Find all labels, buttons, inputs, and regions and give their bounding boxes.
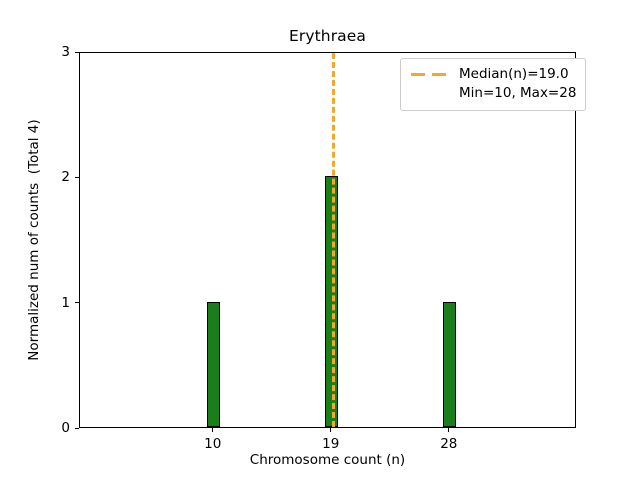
y-tick-mark: [75, 427, 79, 429]
y-tick-mark: [75, 302, 79, 304]
y-tick-mark: [75, 176, 79, 178]
chart-legend: Median(n)=19.0 Min=10, Max=28: [400, 58, 587, 111]
x-tick-mark: [448, 428, 450, 432]
legend-dashed-line-icon: [410, 65, 450, 84]
y-tick-label: 0: [61, 420, 70, 436]
x-axis-label: Chromosome count (n): [249, 452, 406, 468]
plot-surface: [80, 53, 575, 427]
y-tick-label: 3: [61, 44, 70, 60]
bar-10[interactable]: [207, 301, 221, 427]
chart-title: Erythraea: [288, 27, 367, 45]
y-axis-label: Normalized num of counts (Total 4): [26, 119, 42, 361]
legend-label-minmax: Min=10, Max=28: [459, 85, 577, 101]
y-tick-label: 1: [61, 294, 70, 311]
x-tick-mark: [330, 428, 332, 432]
legend-label-median: Median(n)=19.0: [459, 66, 569, 82]
y-tick-mark: [75, 51, 79, 53]
median-vline: [331, 53, 335, 427]
plot-axes: [79, 52, 576, 428]
bar-28[interactable]: [443, 301, 457, 427]
y-tick-label: 2: [61, 169, 70, 186]
x-tick-label: 19: [322, 436, 340, 452]
x-tick-mark: [212, 428, 214, 432]
x-tick-label: 28: [440, 436, 458, 452]
x-tick-label: 10: [204, 436, 222, 452]
